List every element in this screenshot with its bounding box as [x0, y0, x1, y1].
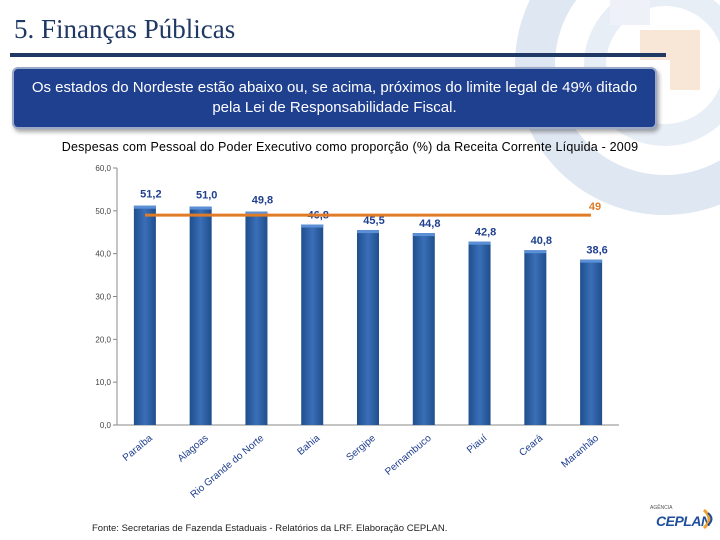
category-label: Alagoas: [176, 433, 211, 465]
background-decoration: [515, 0, 720, 215]
bar-top-highlight: [468, 241, 491, 245]
bar-top-highlight: [580, 259, 603, 263]
bar: [412, 233, 435, 425]
category-label: Paraíba: [121, 433, 155, 464]
logo-mark-icon: [702, 508, 713, 530]
bar-top-highlight: [245, 211, 268, 215]
bar: [301, 224, 324, 425]
bar: [357, 230, 379, 425]
bar: [468, 241, 491, 425]
y-tick-label: 20,0: [95, 335, 111, 344]
chart-title: Despesas com Pessoal do Poder Executivo …: [61, 140, 639, 154]
bar: [245, 211, 268, 425]
bar: [189, 206, 212, 425]
callout-box: Os estados do Nordeste estão abaixo ou, …: [12, 67, 657, 129]
data-label: 51,2: [140, 189, 161, 201]
source-note: Fonte: Secretarias de Fazenda Estaduais …: [92, 523, 448, 534]
limit-line-label: 49: [589, 201, 601, 213]
category-label: Ceará: [517, 433, 545, 459]
bar-top-highlight: [524, 250, 547, 254]
data-label: 40,8: [531, 235, 552, 247]
bar: [580, 259, 603, 425]
y-tick-label: 60,0: [95, 164, 111, 173]
data-label: 42,8: [475, 227, 496, 239]
category-label: Sergipe: [344, 433, 378, 464]
ceplan-logo: AGÊNCIA CEPLAN: [650, 505, 716, 537]
bar-top-highlight: [301, 224, 324, 228]
category-label: Bahia: [295, 433, 322, 458]
data-label: 51,0: [196, 190, 217, 202]
y-tick-label: 0,0: [100, 421, 112, 430]
logo-text: CEPLAN: [656, 513, 711, 529]
bar-top-highlight: [133, 205, 156, 209]
bar: [524, 250, 547, 425]
data-label: 44,8: [419, 218, 440, 230]
data-label: 45,5: [363, 215, 384, 227]
y-tick-label: 40,0: [95, 250, 111, 259]
bar-top-highlight: [357, 230, 379, 234]
y-tick-label: 10,0: [95, 378, 111, 387]
bar-top-highlight: [412, 233, 435, 237]
data-label: 49,8: [252, 195, 273, 207]
callout-text: Os estados do Nordeste estão abaixo ou, …: [31, 79, 638, 116]
category-label: Pernambuco: [383, 433, 434, 478]
logo-small-text: AGÊNCIA: [650, 505, 673, 511]
data-label: 38,6: [586, 245, 607, 257]
page-title: 5. Finanças Públicas: [14, 14, 236, 44]
category-label: Maranhão: [559, 433, 601, 471]
y-tick-label: 30,0: [95, 293, 111, 302]
y-tick-label: 50,0: [95, 207, 111, 216]
bar-top-highlight: [189, 206, 212, 210]
bar: [133, 205, 156, 425]
category-label: Piauí: [465, 433, 490, 456]
title-underline: [10, 53, 666, 57]
